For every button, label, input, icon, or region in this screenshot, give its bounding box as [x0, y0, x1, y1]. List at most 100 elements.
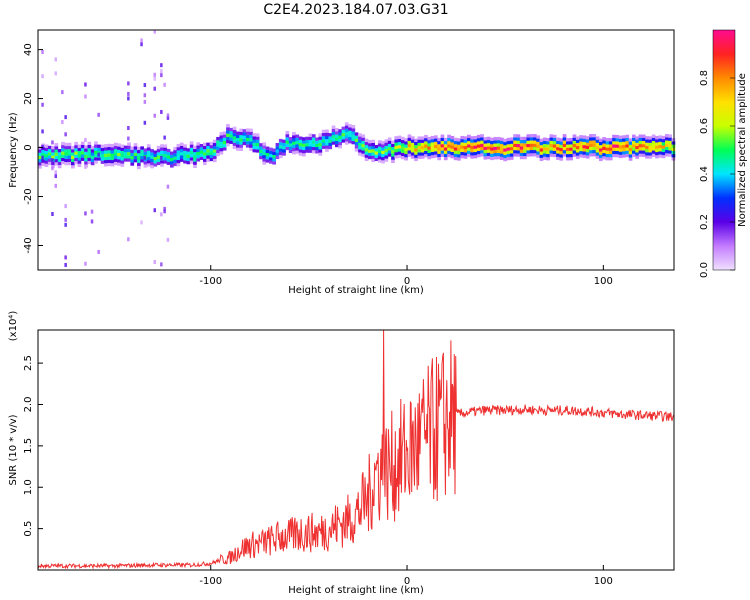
spectrogram-cell [513, 137, 517, 141]
spectrogram-cell [523, 139, 527, 144]
spectrogram-cell [397, 141, 402, 146]
spectrogram-cell [272, 161, 276, 165]
spectrogram-cell [599, 157, 603, 162]
spectrogram-cell [110, 163, 115, 167]
spectrogram-cell [595, 142, 600, 147]
spectrogram-cell [229, 137, 234, 141]
spectrogram-cell [460, 151, 465, 156]
spectrogram-cell [173, 156, 177, 160]
spectrogram-cell [622, 151, 626, 155]
spectrogram-cell [437, 144, 441, 148]
spectrogram-cell [153, 163, 158, 167]
spectrogram-cell [539, 154, 544, 158]
spectrogram-cell [282, 142, 286, 147]
spectrogram-noise-cell [64, 222, 67, 227]
spectrogram-cell [120, 144, 125, 148]
spectrogram-cell [503, 142, 507, 146]
spectrogram-cell [641, 137, 646, 142]
spectrogram-cell [222, 134, 227, 138]
spectrogram-cell [513, 134, 517, 138]
spectrogram-x-tick-label: -100 [199, 276, 222, 287]
spectrogram-cell [447, 144, 451, 148]
spectrogram-cell [397, 154, 402, 158]
spectrogram-cell [140, 146, 144, 150]
spectrogram-cell [556, 150, 560, 154]
spectrogram-cell [84, 158, 88, 162]
spectrogram-cell [219, 148, 224, 152]
spectrogram-cell [529, 137, 534, 141]
spectrogram-cell [368, 139, 372, 144]
spectrogram-cell [645, 136, 649, 140]
spectrogram-cell [661, 142, 666, 146]
spectrogram-cell [150, 161, 154, 166]
spectrogram-cell [605, 157, 610, 161]
spectrogram-cell [368, 143, 372, 147]
spectrogram-cell [424, 147, 428, 151]
spectrogram-cell [460, 148, 465, 152]
spectrogram-cell [391, 140, 395, 144]
spectrogram-cell [453, 153, 458, 157]
spectrogram-cell [638, 144, 643, 148]
spectrogram-noise-cell [97, 112, 100, 117]
spectrogram-cell [259, 149, 263, 153]
spectrogram-cell [285, 143, 290, 147]
spectrogram-cell [189, 154, 194, 158]
spectrogram-cell [242, 141, 247, 146]
spectrogram-cell [420, 136, 425, 140]
spectrogram-cell [671, 138, 676, 142]
spectrogram-cell [328, 136, 333, 140]
spectrogram-cell [410, 142, 415, 147]
spectrogram-cell [77, 160, 82, 164]
spectrogram-cell [216, 146, 220, 150]
snr-y-ticks: 0.5 1.0 1.5 2.0 2.5 [23, 355, 43, 537]
spectrogram-noise-cell [51, 140, 54, 145]
spectrogram-noise-cell [127, 237, 130, 242]
spectrogram-cell [120, 147, 125, 151]
spectrogram-cell [57, 161, 62, 166]
spectrogram-cell [368, 146, 372, 150]
spectrogram-cell [64, 155, 69, 159]
spectrogram-cell [110, 144, 115, 148]
spectrogram-cell [401, 152, 405, 157]
spectrogram-cell [401, 146, 405, 150]
spectrogram-cell [562, 140, 567, 144]
spectrogram-cell [635, 149, 639, 153]
spectrogram-cell [341, 139, 346, 143]
spectrogram-cell [556, 140, 560, 144]
spectrogram-cell [77, 150, 82, 155]
spectrogram-cell [57, 155, 62, 159]
spectrogram-cell [516, 134, 521, 138]
spectrogram-cell [61, 151, 65, 155]
spectrogram-cell [38, 162, 42, 166]
spectrogram-cell [298, 149, 303, 153]
spectrogram-cell [424, 134, 428, 139]
spectrogram-cell [295, 134, 300, 138]
spectrogram-cell [305, 146, 309, 150]
spectrogram-cell [457, 147, 461, 152]
spectrogram-cell [394, 139, 399, 143]
spectrogram-cell [605, 150, 610, 155]
spectrogram-cell [77, 144, 82, 148]
spectrogram-cell [137, 149, 141, 154]
spectrogram-cell [166, 158, 171, 162]
spectrogram-cell [625, 134, 630, 138]
spectrogram-cell [219, 151, 224, 155]
spectrogram-cell [628, 147, 633, 152]
spectrogram-cell [193, 145, 197, 149]
spectrogram-cell [110, 156, 115, 161]
spectrogram-cell [212, 149, 217, 153]
spectrogram-cell [226, 139, 230, 144]
spectrogram-cell [410, 145, 415, 150]
spectrogram-cell [397, 151, 402, 155]
spectrogram-cell [311, 150, 316, 154]
spectrogram-cell [430, 148, 435, 152]
spectrogram-cell [519, 149, 524, 153]
spectrogram-cell [344, 131, 349, 136]
spectrogram-cell [483, 140, 488, 144]
spectrogram-cell [302, 143, 306, 147]
spectrogram-cell [628, 154, 633, 158]
spectrogram-cell [529, 143, 534, 147]
spectrogram-cell [641, 153, 646, 157]
spectrogram-cell [625, 153, 630, 158]
spectrogram-cell [203, 149, 207, 153]
